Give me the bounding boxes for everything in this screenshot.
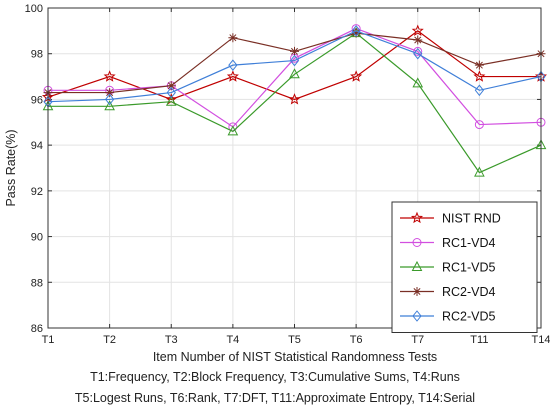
data-point-rc2-vd5 <box>474 84 485 97</box>
x-tick-label: T4 <box>226 334 239 346</box>
y-tick-label: 100 <box>25 3 43 15</box>
series-nist-rnd <box>41 24 548 105</box>
y-tick-label: 92 <box>31 186 43 198</box>
caption-line-2: T5:Logest Runs, T6:Rank, T7:DFT, T11:App… <box>74 391 476 405</box>
x-tick-label: T14 <box>532 334 550 346</box>
x-tick-label: T7 <box>411 334 424 346</box>
series-line-rc1-vd4 <box>48 27 542 128</box>
data-point-rc2-vd5 <box>228 59 238 71</box>
data-point-rc2-vd5 <box>166 86 176 99</box>
x-axis-title: Item Number of NIST Statistical Randomne… <box>153 350 437 364</box>
data-point-rc1-vd5 <box>474 166 485 177</box>
legend-label-rc2-vd5: RC2-VD5 <box>442 310 496 324</box>
legend-label-nist-rnd: NIST RND <box>442 212 501 226</box>
data-point-rc2-vd5 <box>289 54 300 67</box>
data-point-nist-rnd <box>473 70 486 82</box>
caption-line-1: T1:Frequency, T2:Block Frequency, T3:Cum… <box>90 370 460 384</box>
y-tick-label: 96 <box>31 94 43 106</box>
x-tick-label: T11 <box>470 334 488 346</box>
x-tick-label: T5 <box>288 334 301 346</box>
y-tick-labels: 86 88 90 92 94 96 98 100 <box>25 3 43 335</box>
legend-label-rc2-vd4: RC2-VD4 <box>442 285 496 299</box>
legend-marker-rc1-vd5 <box>411 260 423 271</box>
series-line-rc2-vd5 <box>47 30 542 103</box>
data-point-rc1-vd4 <box>413 46 423 56</box>
data-point-rc2-vd4 <box>166 81 176 91</box>
data-point-rc1-vd5 <box>227 125 239 136</box>
x-tick-labels: T1 T2 T3 T4 T5 T6 T7 T11 T14 <box>42 334 550 346</box>
data-point-rc2-vd4 <box>351 28 361 38</box>
y-tick-label: 90 <box>31 232 43 244</box>
data-point-rc1-vd5 <box>289 68 300 79</box>
data-point-nist-rnd <box>288 93 301 105</box>
data-point-rc1-vd5 <box>165 95 177 106</box>
legend-label-rc1-vd5: RC1-VD5 <box>442 261 496 275</box>
data-point-rc2-vd5 <box>104 93 115 106</box>
legend-marker-rc2-vd5 <box>412 310 422 322</box>
data-point-rc2-vd5 <box>413 47 423 60</box>
legend: NIST RND RC1-VD4 RC1-VD5 RC2-VD4 RC2-VD5 <box>391 201 538 333</box>
x-tick-label: T2 <box>103 334 116 346</box>
legend-marker-rc2-vd4 <box>412 287 422 296</box>
data-point-rc1-vd5 <box>412 77 424 88</box>
legend-label-rc1-vd4: RC1-VD4 <box>442 236 496 250</box>
data-point-rc2-vd4 <box>474 60 484 70</box>
data-point-rc1-vd4 <box>474 120 484 130</box>
data-point-rc1-vd5 <box>104 100 115 111</box>
y-tick-label: 86 <box>31 323 43 335</box>
data-point-rc2-vd4 <box>413 35 423 45</box>
y-tick-label: 98 <box>31 49 43 61</box>
y-axis-title: Pass Rate(%) <box>4 129 18 206</box>
x-tick-label: T1 <box>42 334 55 346</box>
data-point-nist-rnd <box>350 70 363 82</box>
x-tick-label: T6 <box>350 334 363 346</box>
data-point-rc2-vd4 <box>105 88 115 98</box>
y-tick-label: 88 <box>31 277 43 289</box>
data-point-nist-rnd <box>103 70 116 82</box>
data-point-rc2-vd5 <box>351 25 361 37</box>
data-point-rc2-vd4 <box>290 46 299 56</box>
legend-marker-nist-rnd <box>410 211 424 224</box>
legend-marker-rc1-vd4 <box>412 238 422 247</box>
x-tick-label: T3 <box>165 334 178 346</box>
series-line-nist-rnd <box>47 30 541 101</box>
plot-frame <box>47 7 542 329</box>
data-point-rc2-vd4 <box>228 33 238 43</box>
y-tick-label: 94 <box>31 140 43 152</box>
data-point-nist-rnd <box>411 24 424 36</box>
data-point-nist-rnd <box>226 70 239 82</box>
series-line-rc1-vd5 <box>48 32 542 174</box>
